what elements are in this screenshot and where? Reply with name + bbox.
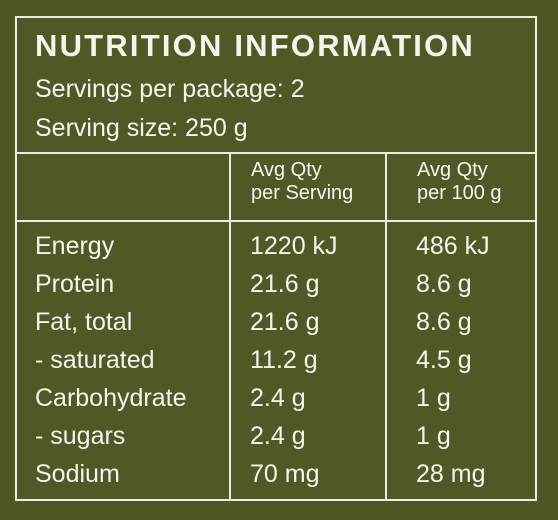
table-row: Energy 1220 kJ 486 kJ (17, 232, 535, 270)
per-100g-value: 1 g (416, 384, 451, 412)
nutrient-name: - sugars (35, 422, 126, 450)
table-row: Protein 21.6 g 8.6 g (17, 270, 535, 308)
panel-title: NUTRITION INFORMATION (35, 28, 475, 63)
column-divider (229, 152, 231, 501)
per-serving-value: 21.6 g (250, 270, 320, 298)
nutrition-panel: NUTRITION INFORMATION Servings per packa… (15, 16, 537, 501)
per-serving-value: 1220 kJ (250, 232, 338, 260)
nutrient-name: - saturated (35, 346, 155, 374)
nutrient-name: Carbohydrate (35, 384, 187, 412)
per-100g-value: 8.6 g (416, 270, 472, 298)
servings-per-package: Servings per package: 2 (35, 75, 305, 103)
per-100g-value: 8.6 g (416, 308, 472, 336)
nutrient-name: Energy (35, 232, 115, 260)
per-100g-value: 4.5 g (416, 346, 472, 374)
nutrient-rows: Energy 1220 kJ 486 kJ Protein 21.6 g 8.6… (17, 232, 535, 498)
column-header-per-100g: Avg Qty per 100 g (417, 159, 502, 205)
column-header-line: per 100 g (417, 182, 502, 204)
per-serving-value: 11.2 g (250, 346, 318, 374)
per-serving-value: 21.6 g (250, 308, 320, 336)
nutrient-name: Sodium (35, 460, 120, 488)
panel-header: NUTRITION INFORMATION Servings per packa… (17, 18, 535, 154)
table-row: - saturated 11.2 g 4.5 g (17, 346, 535, 384)
column-header-line: per Serving (251, 182, 354, 204)
per-serving-value: 70 mg (250, 460, 320, 488)
nutrient-name: Fat, total (35, 308, 133, 336)
per-serving-value: 2.4 g (250, 384, 306, 412)
per-100g-value: 28 mg (416, 460, 486, 488)
column-header-line: Avg Qty (417, 159, 488, 181)
per-100g-value: 486 kJ (416, 232, 490, 260)
nutrient-name: Protein (35, 270, 115, 298)
table-row: - sugars 2.4 g 1 g (17, 422, 535, 460)
table-row: Fat, total 21.6 g 8.6 g (17, 308, 535, 346)
table-row: Sodium 70 mg 28 mg (17, 460, 535, 498)
per-serving-value: 2.4 g (250, 422, 306, 450)
serving-size: Serving size: 250 g (35, 114, 248, 142)
column-header-line: Avg Qty (251, 159, 322, 181)
column-header-per-serving: Avg Qty per Serving (251, 159, 353, 205)
column-divider (385, 152, 387, 501)
column-header-row: Avg Qty per Serving Avg Qty per 100 g (17, 152, 535, 222)
per-100g-value: 1 g (416, 422, 451, 450)
table-row: Carbohydrate 2.4 g 1 g (17, 384, 535, 422)
